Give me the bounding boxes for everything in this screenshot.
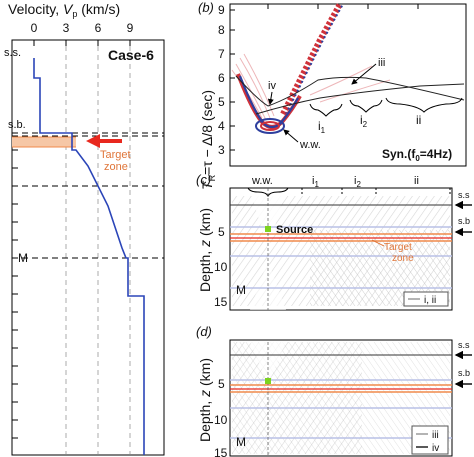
sb-label-d: s.b: [458, 368, 470, 378]
c-ytick-10: 10: [214, 260, 228, 274]
d-ytick-5: 5: [218, 377, 225, 391]
label-iv: iv: [268, 80, 276, 92]
legend-d-iii: iii: [432, 430, 439, 441]
target-zone-label-1: Target: [100, 149, 131, 161]
c-ytick-15: 15: [214, 295, 228, 309]
panel-c-frame: [229, 187, 453, 311]
tick-label-6: 6: [95, 21, 102, 35]
envelope-curve: [235, 75, 465, 107]
tick-label-3: 3: [63, 21, 70, 35]
moho-label-c: M: [236, 283, 246, 297]
label-iii: iii: [378, 57, 385, 69]
ss-label-d: s.s: [458, 340, 470, 350]
panel-d-frame: [229, 339, 453, 457]
moho-label: M: [18, 251, 28, 265]
tick-label-9: 9: [127, 21, 134, 35]
panel-b: (b) TR=τ − Δ/8 (sec) 3 4 5 6 7 8 9: [198, 0, 467, 190]
velocity-profile-line: [33, 58, 145, 455]
panel-d-ylabel: Depth, z (km): [197, 358, 213, 442]
panel-b-ylabel: TR=τ − Δ/8 (sec): [199, 90, 217, 190]
panel-c-ylabel: Depth, z (km): [197, 208, 213, 292]
label-ww-b: w.w.: [299, 139, 321, 151]
ss-label-c: s.s: [458, 190, 470, 200]
b-ytick-8: 8: [218, 23, 225, 37]
panel-b-frame: [229, 3, 467, 167]
c-ytick-5: 5: [218, 225, 225, 239]
label-ii-b: ii: [416, 113, 421, 127]
legend-c: [403, 291, 449, 307]
moho-label-d: M: [236, 435, 246, 449]
b-ytick-3: 3: [218, 143, 225, 157]
target-zone-label-2: zone: [104, 161, 128, 173]
target-zone-label-c2: zone: [392, 253, 414, 264]
legend-c-label: i, ii: [424, 295, 436, 306]
label-i2-c: i2: [354, 175, 361, 189]
sea-surface-label: s.s.: [4, 47, 21, 59]
panel-d-letter: (d): [196, 324, 212, 339]
velocity-frame: [11, 39, 165, 456]
label-ii-c: ii: [414, 175, 419, 187]
velocity-panel: Velocity, Vp (km/s) 0 3 6 9 s.s. Case-6 …: [4, 1, 165, 456]
target-zone-band: [12, 137, 76, 147]
source-marker-d: [265, 378, 271, 384]
source-marker: [265, 226, 271, 232]
source-label: Source: [276, 224, 313, 236]
legend-d-iv: iv: [432, 443, 439, 454]
label-i1-b: i1: [318, 119, 326, 135]
d-ytick-15: 15: [214, 446, 228, 457]
syn-label: Syn.(f0=4Hz): [382, 147, 452, 163]
b-ytick-9: 9: [218, 3, 225, 17]
b-ytick-5: 5: [218, 95, 225, 109]
b-ytick-4: 4: [218, 119, 225, 133]
target-zone-label-c1: Target: [384, 242, 412, 253]
steep-branch: [280, 2, 343, 116]
label-i2-b: i2: [360, 113, 368, 129]
tick-label-0: 0: [31, 21, 38, 35]
panel-b-letter: (b): [198, 0, 214, 15]
legend-d: [411, 425, 449, 455]
panel-c-letter: (c): [196, 172, 211, 187]
label-i1-c: i1: [312, 175, 319, 189]
sea-bottom-label: s.b.: [8, 119, 26, 131]
panel-d: (d) Depth, z (km) M 5 10 15 s.s s.b iii …: [196, 324, 472, 457]
case-label: Case-6: [108, 47, 154, 63]
b-ytick-6: 6: [218, 71, 225, 85]
b-ytick-7: 7: [218, 47, 225, 61]
ww-cluster: [255, 118, 285, 134]
sb-label-c: s.b: [458, 216, 470, 226]
d-ytick-10: 10: [214, 413, 228, 427]
velocity-axis-label: Velocity, Vp (km/s): [8, 1, 120, 19]
panel-c: (c) Depth, z (km) w.w. i1 i2 ii Source T…: [196, 172, 472, 311]
label-ww-c: w.w.: [251, 175, 273, 187]
